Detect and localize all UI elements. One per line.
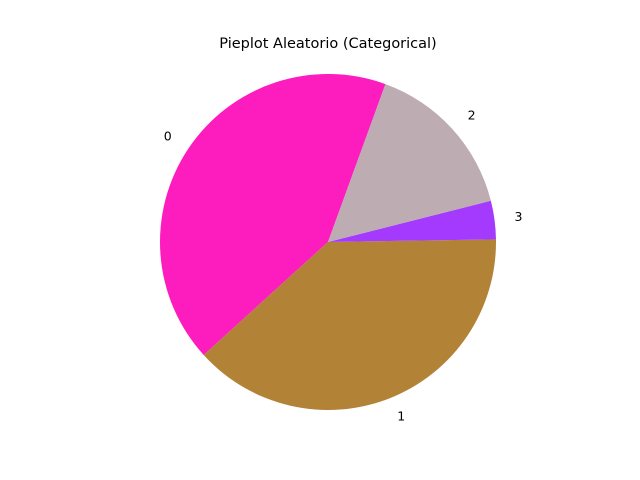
- pie-label-1: 1: [397, 408, 405, 423]
- pie-slice-3: [328, 200, 496, 242]
- pie-slices: [159, 73, 497, 411]
- pie-slice-2: [328, 84, 491, 242]
- pie-slice-0: [159, 73, 386, 356]
- chart-title: Pieplot Aleatorio (Categorical): [219, 36, 436, 52]
- pie-label-3: 3: [515, 209, 523, 224]
- pie-slice-1: [203, 239, 497, 411]
- pie-label-2: 2: [468, 107, 476, 122]
- pie-labels: 0 1 3 2: [164, 107, 523, 423]
- pie-label-0: 0: [164, 129, 172, 144]
